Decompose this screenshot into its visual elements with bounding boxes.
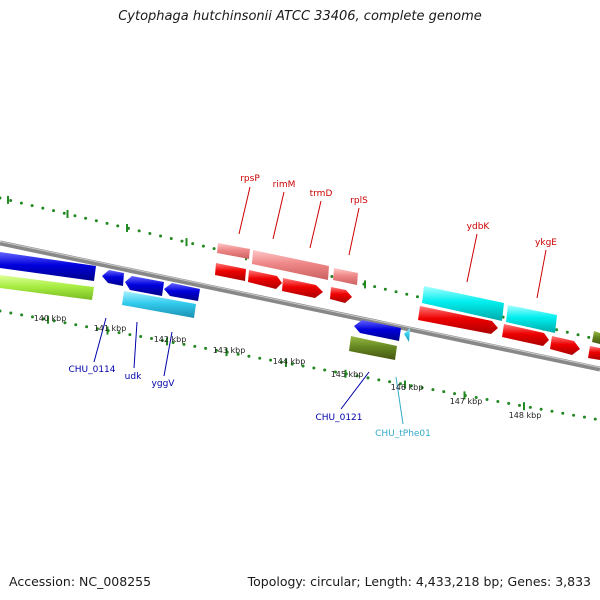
- tick-label: 145 kbp: [331, 370, 364, 379]
- genome-summary-text: Topology: circular; Length: 4,433,218 bp…: [247, 574, 591, 589]
- rrna-feature-rplS[interactable]: [333, 268, 358, 285]
- cds-arrow-rimM[interactable]: [248, 270, 282, 289]
- gene-label-trmD[interactable]: trmD: [310, 189, 333, 199]
- cds-arrow-yggV-b[interactable]: [164, 283, 200, 301]
- trna-arrow-CHU_tPhe01[interactable]: [404, 328, 410, 342]
- gene-label-CHU_0121[interactable]: CHU_0121: [315, 413, 362, 423]
- olive-feature-CHU_0121[interactable]: [349, 336, 397, 360]
- tick-label: 140 kbp: [34, 314, 67, 323]
- inner-scale-ticks: [47, 315, 525, 411]
- scale-tick-labels: 140 kbp 141 kbp 142 kbp 143 kbp 144 kbp …: [34, 314, 542, 420]
- cds-arrow-trmD[interactable]: [282, 278, 323, 298]
- tick-label: 142 kbp: [154, 335, 187, 344]
- tick-label: 146 kbp: [391, 383, 424, 392]
- cds-arrow-fwd-9[interactable]: [588, 346, 600, 360]
- tick-label: 141 kbp: [94, 324, 127, 333]
- tick-label: 147 kbp: [450, 397, 483, 406]
- forward-gene-labels: rpsP rimM trmD rplS ydbK ykgE: [240, 174, 557, 248]
- misc-feature-udk-yggV[interactable]: [122, 291, 196, 318]
- reverse-features: [0, 252, 410, 360]
- gene-label-rpsP[interactable]: rpsP: [240, 174, 260, 184]
- tick-label: 148 kbp: [509, 411, 542, 420]
- gene-label-rimM[interactable]: rimM: [273, 180, 296, 190]
- olive-feature-edge[interactable]: [592, 331, 600, 344]
- forward-leader-lines: [238, 186, 547, 299]
- cds-arrow-CHU_0121[interactable]: [354, 320, 401, 341]
- cds-arrow-CHU_0114[interactable]: [0, 252, 96, 281]
- tick-label: 143 kbp: [213, 346, 246, 355]
- rrna-feature-rimM-trmD[interactable]: [252, 250, 329, 280]
- forward-features: [215, 243, 600, 360]
- cyan-feature-ykgE[interactable]: [506, 305, 557, 333]
- cyan-feature-ydbK[interactable]: [422, 286, 504, 321]
- tick-label: 144 kbp: [273, 357, 306, 366]
- gene-label-rplS[interactable]: rplS: [350, 196, 368, 206]
- gene-label-CHU_0114[interactable]: CHU_0114: [68, 365, 115, 375]
- gene-label-ykgE[interactable]: ykgE: [535, 238, 557, 248]
- gene-label-yggV[interactable]: yggV: [152, 379, 176, 389]
- reverse-gene-labels: CHU_0114 udk yggV CHU_0121 CHU_tPhe01: [68, 365, 430, 439]
- accession-text: Accession: NC_008255: [9, 574, 152, 589]
- genome-backbone: [0, 240, 600, 372]
- cds-arrow-ykgE[interactable]: [502, 324, 549, 346]
- genome-backbone-highlight: [0, 241, 600, 368]
- gene-label-udk[interactable]: udk: [125, 372, 142, 382]
- cds-arrow-fwd-8[interactable]: [550, 336, 580, 355]
- rrna-feature-rpsP[interactable]: [217, 243, 250, 259]
- gene-label-ydbK[interactable]: ydbK: [467, 222, 491, 232]
- cds-arrow-rplS[interactable]: [330, 287, 352, 303]
- lime-feature-CHU_0114[interactable]: [0, 275, 94, 300]
- cds-arrow-ydbK[interactable]: [418, 306, 498, 334]
- cds-arrow-yggV-a[interactable]: [125, 276, 164, 296]
- gene-label-CHU_tPhe01[interactable]: CHU_tPhe01: [375, 429, 431, 439]
- reverse-leader-lines: [93, 317, 404, 425]
- cds-arrow-udk[interactable]: [102, 270, 124, 286]
- cds-arrow-rpsP[interactable]: [215, 263, 246, 281]
- map-title: Cytophaga hutchinsonii ATCC 33406, compl…: [118, 9, 482, 24]
